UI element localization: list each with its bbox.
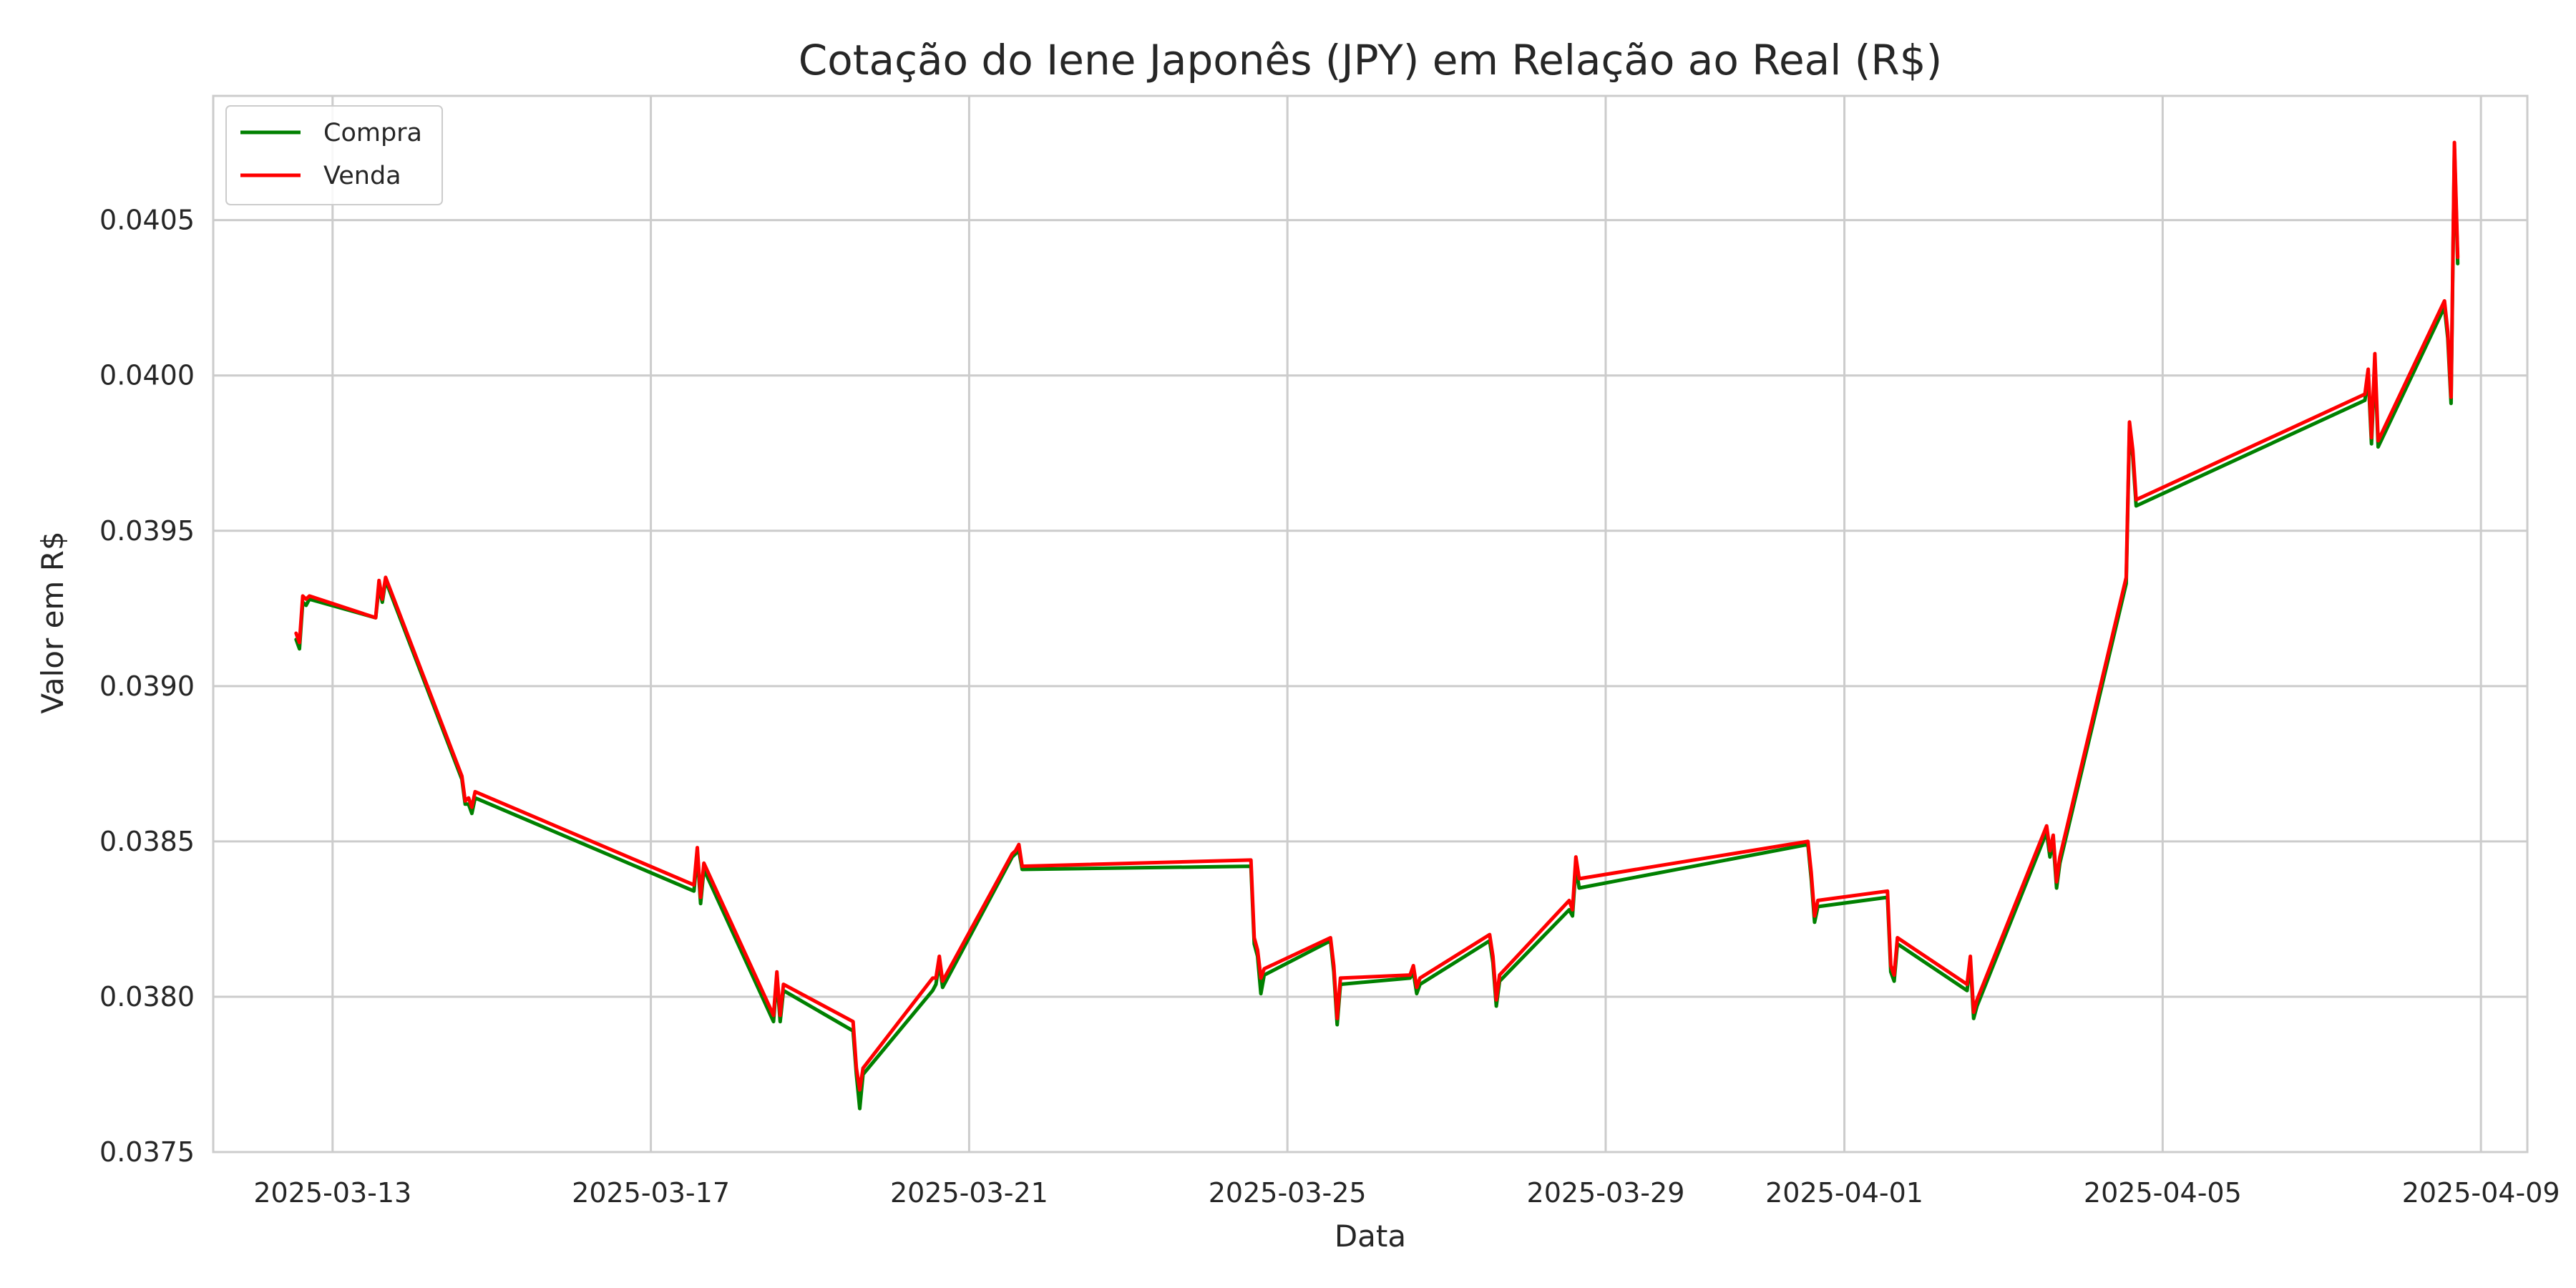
series-lines xyxy=(294,140,2460,1111)
x-tick-label: 2025-03-25 xyxy=(1209,1177,1367,1209)
y-tick-label: 0.0375 xyxy=(99,1136,195,1168)
x-tick-label: 2025-04-05 xyxy=(2084,1177,2242,1209)
y-tick-label: 0.0380 xyxy=(99,981,195,1013)
x-tick-label: 2025-04-09 xyxy=(2402,1177,2560,1209)
series-line-venda xyxy=(294,140,2460,1092)
y-tick-label: 0.0400 xyxy=(99,360,195,391)
legend: Compra Venda xyxy=(225,105,443,205)
x-tick-label: 2025-03-21 xyxy=(890,1177,1048,1209)
x-tick-label: 2025-03-13 xyxy=(253,1177,411,1209)
y-axis-label: Valor em R$ xyxy=(35,531,70,713)
plot-frame xyxy=(212,94,2529,1153)
y-tick-label: 0.0390 xyxy=(99,670,195,702)
legend-label-compra: Compra xyxy=(323,119,422,147)
x-axis-ticks: 2025-03-13 2025-03-17 2025-03-21 2025-03-25… xyxy=(253,1177,2560,1209)
y-tick-label: 0.0405 xyxy=(99,205,195,236)
legend-label-venda: Venda xyxy=(323,162,401,190)
x-axis-label: Data xyxy=(1335,1219,1406,1254)
y-axis-ticks: 0.0375 0.0380 0.0385 0.0390 0.0395 0.0400 0.04… xyxy=(99,205,195,1168)
x-tick-label: 2025-04-01 xyxy=(1765,1177,1923,1209)
y-tick-label: 0.0385 xyxy=(99,826,195,857)
y-tick-label: 0.0395 xyxy=(99,515,195,547)
x-tick-label: 2025-03-29 xyxy=(1527,1177,1685,1209)
chart-title: Cotação do Iene Japonês (JPY) em Relação… xyxy=(799,36,1942,84)
x-tick-label: 2025-03-17 xyxy=(572,1177,730,1209)
